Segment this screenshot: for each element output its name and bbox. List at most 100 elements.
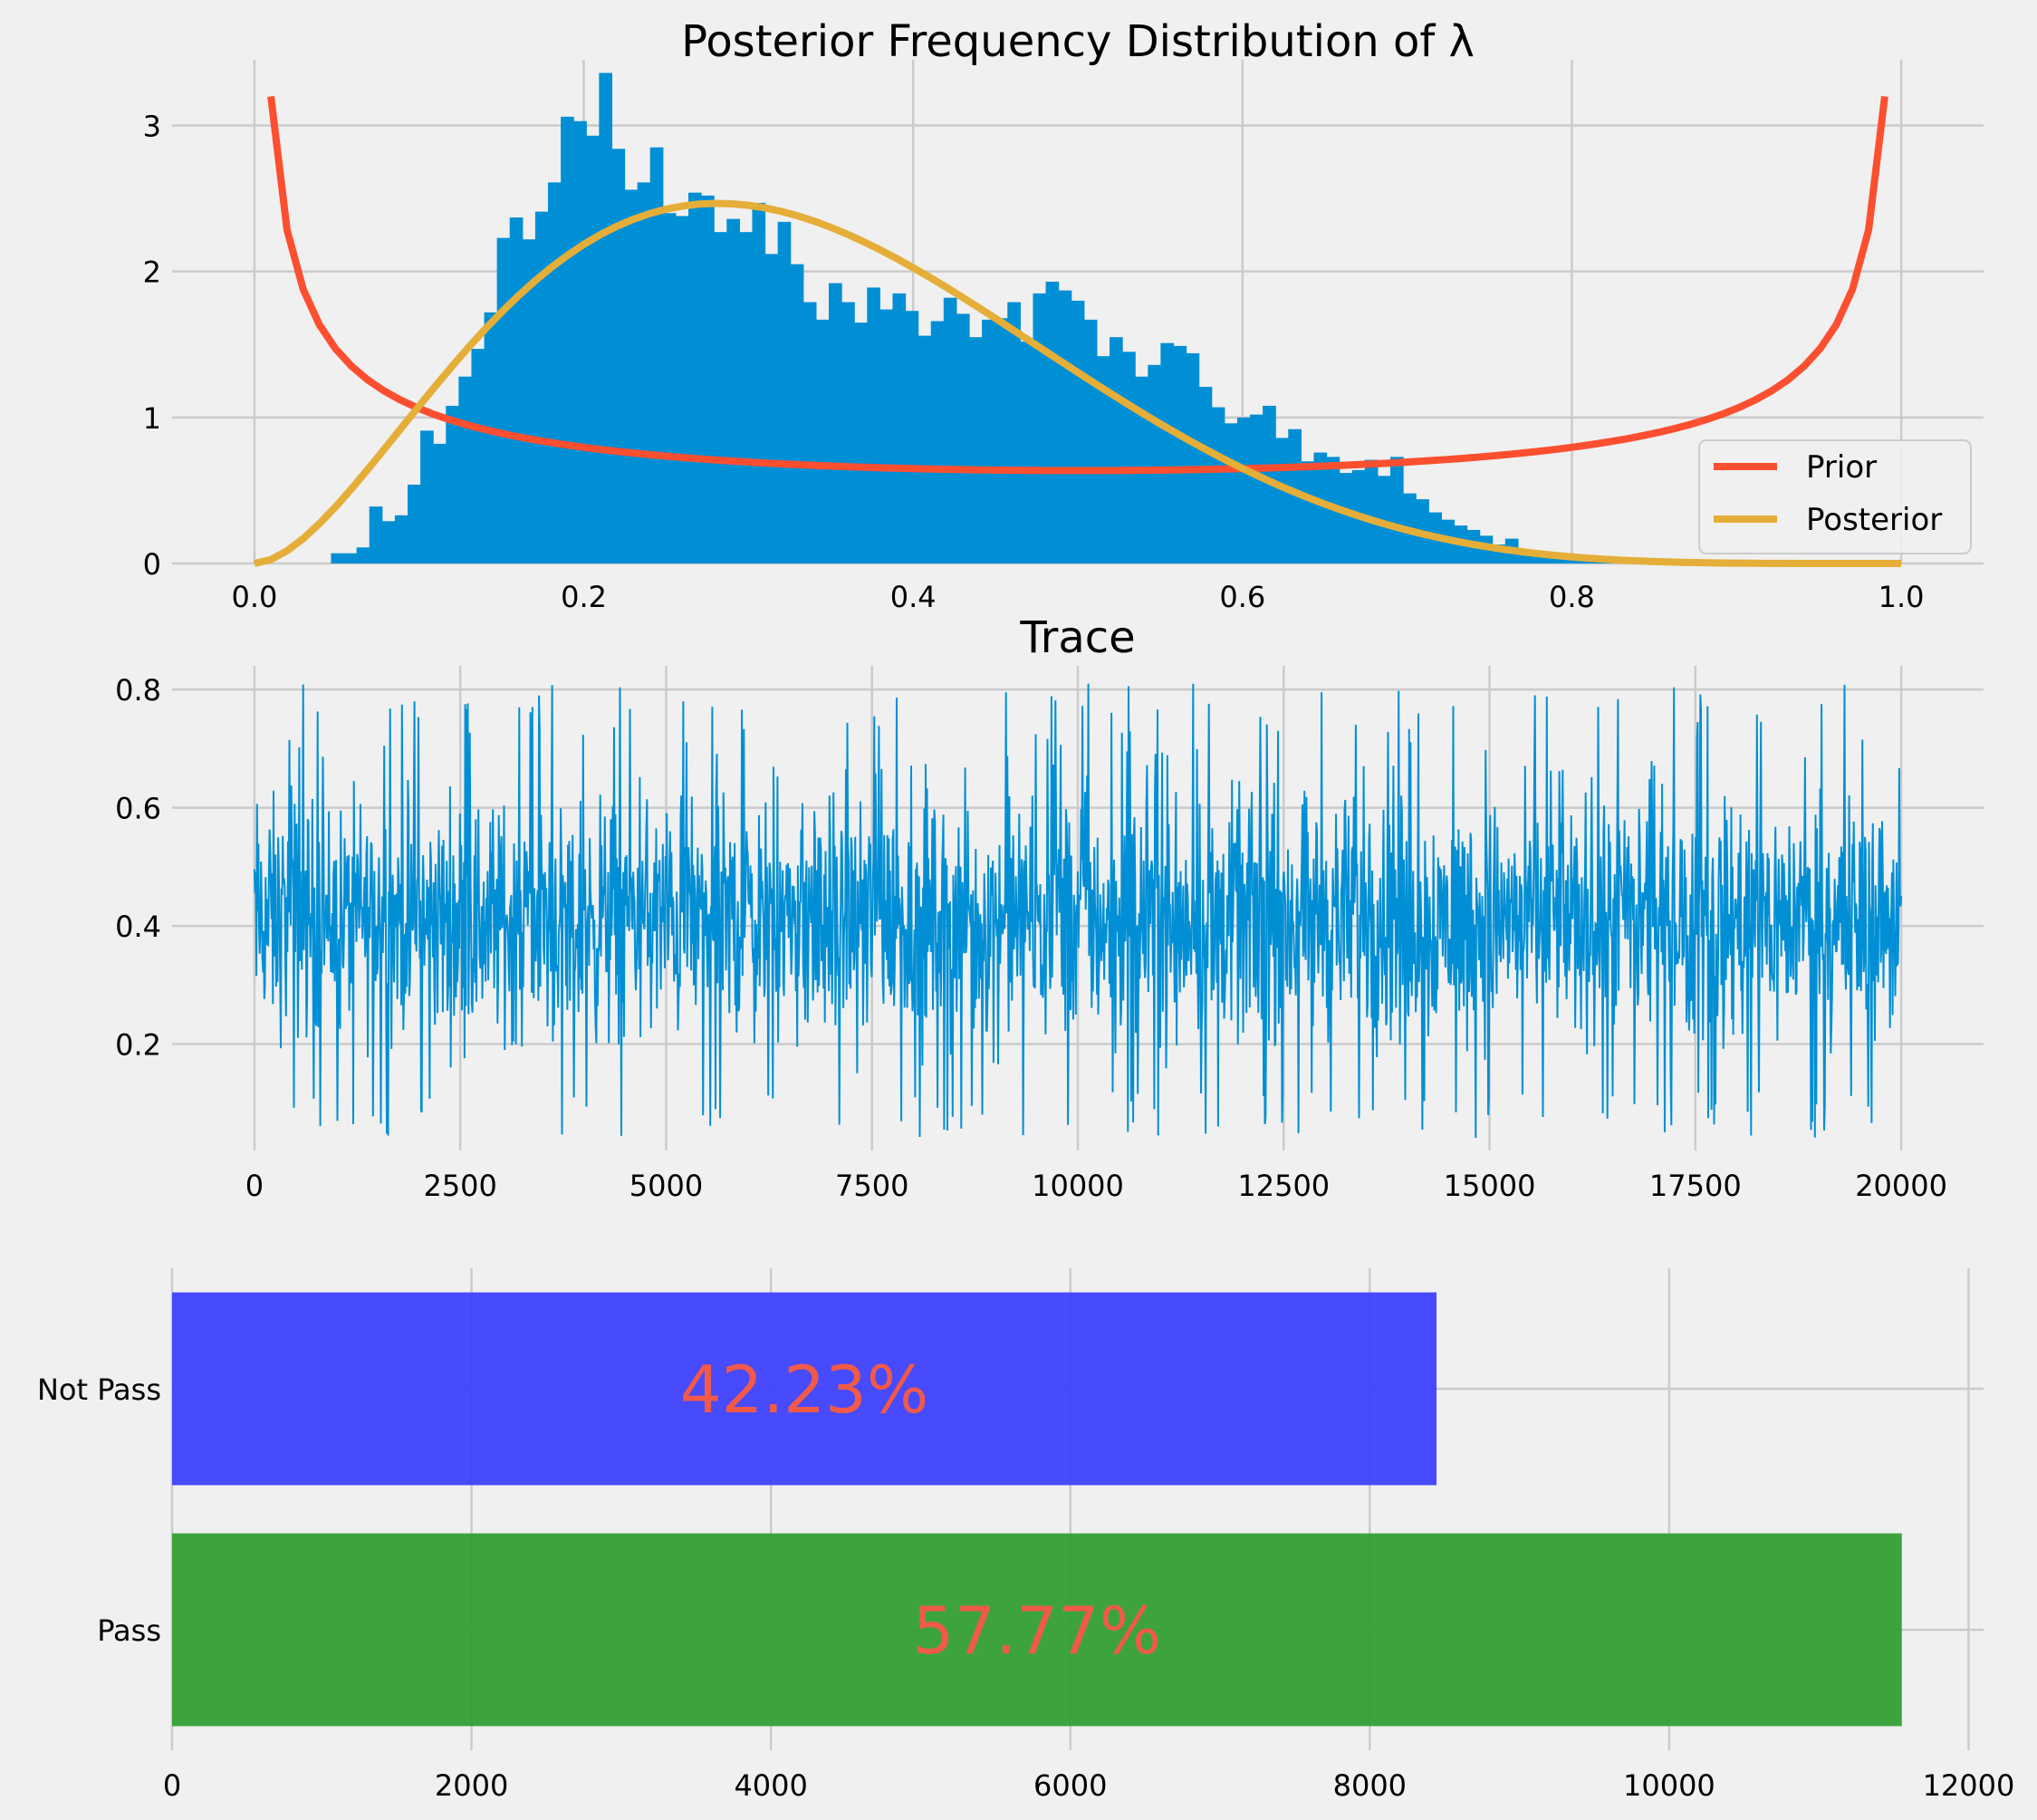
pass-category-labels: Pass Not Pass: [37, 1372, 161, 1648]
histogram-bar: [714, 232, 727, 563]
histogram-bar: [777, 221, 792, 563]
histogram-bar: [1581, 560, 1596, 563]
histogram-bar: [496, 237, 511, 563]
histogram-bar: [1198, 386, 1213, 563]
histogram-bar: [879, 309, 894, 563]
posterior-y-tick-label: 2: [143, 255, 161, 290]
pass-bar-chart: 0 2000 4000 6000 8000 10000 12000 Pass Not Pass…: [37, 1268, 2014, 1803]
data-label-pass: 57.77%: [913, 1593, 1162, 1669]
histogram-bar: [420, 430, 434, 563]
histogram-bar: [1339, 473, 1353, 563]
histogram-bar: [509, 217, 524, 563]
histogram-bar: [956, 313, 970, 563]
histogram-bar: [790, 264, 804, 563]
posterior-x-tick-label: 0.8: [1549, 580, 1595, 614]
legend-prior-label: Prior: [1806, 449, 1877, 486]
posterior-y-tick-label: 0: [143, 547, 161, 582]
posterior-x-tick-label: 0.4: [890, 580, 937, 614]
histogram-bar: [892, 293, 907, 563]
histogram-bar: [1186, 352, 1200, 563]
posterior-y-tick-label: 3: [143, 110, 161, 144]
histogram-bar: [624, 189, 639, 563]
pass-x-tick-label: 8000: [1333, 1768, 1407, 1803]
histogram-bar: [764, 254, 779, 563]
posterior-histogram-bars: [331, 72, 1647, 564]
trace-x-tick-label: 5000: [629, 1169, 703, 1203]
trace-x-tick-label: 17500: [1649, 1169, 1742, 1203]
bar-not-pass: [172, 1292, 1437, 1486]
pass-x-tick-label: 12000: [1923, 1768, 2015, 1803]
histogram-bar: [649, 147, 664, 563]
trace-x-tick-label: 15000: [1444, 1169, 1536, 1203]
histogram-bar: [969, 337, 983, 563]
histogram-bar: [943, 297, 957, 563]
pass-x-tick-label: 2000: [435, 1768, 508, 1803]
histogram-bar: [331, 553, 345, 563]
histogram-bar: [1173, 345, 1187, 563]
posterior-x-tick-label: 1.0: [1878, 580, 1925, 614]
pass-bars: [172, 1292, 1902, 1727]
trace-title: Trace: [1019, 612, 1135, 663]
bar-pass: [172, 1533, 1902, 1727]
histogram-bar: [381, 521, 396, 563]
histogram-bar: [1543, 557, 1557, 563]
prior-curve: [267, 95, 1888, 475]
posterior-x-tick-labels: 0.0 0.2 0.4 0.6 0.8 1.0: [231, 580, 1924, 614]
posterior-x-tick-label: 0.6: [1219, 580, 1265, 614]
histogram-bar: [752, 202, 766, 564]
histogram-bar: [548, 182, 562, 564]
pass-x-tick-label: 10000: [1623, 1768, 1715, 1803]
histogram-bar: [369, 506, 383, 563]
posterior-curve: [253, 199, 1902, 567]
trace-x-tick-label: 20000: [1855, 1169, 1947, 1203]
histogram-bar: [662, 213, 677, 563]
trace-y-tick-label: 0.6: [115, 792, 161, 826]
histogram-bar: [1250, 414, 1264, 563]
histogram-bar: [1556, 555, 1570, 563]
histogram-bar: [1211, 407, 1225, 563]
legend-posterior-label: Posterior: [1806, 502, 1942, 538]
histogram-bar: [867, 287, 880, 563]
histogram-bar: [1020, 342, 1034, 563]
histogram-bar: [1083, 319, 1098, 563]
pass-x-tick-label: 0: [163, 1768, 181, 1803]
histogram-bar: [1122, 351, 1136, 563]
histogram-bar: [1288, 429, 1302, 563]
trace-chart: 0 2500 5000 7500 10000 12500 15000 17500 20000 0…: [115, 612, 1984, 1203]
histogram-bar: [1096, 356, 1110, 563]
histogram-bar: [1007, 302, 1021, 563]
category-label-pass: Pass: [97, 1613, 161, 1648]
trace-line: [253, 683, 1903, 1139]
trace-y-tick-label: 0.8: [115, 673, 161, 708]
histogram-bar: [1071, 300, 1085, 563]
histogram-bar: [433, 443, 447, 563]
posterior-legend: Prior Posterior: [1698, 439, 1972, 554]
histogram-bar: [1377, 476, 1391, 563]
trace-x-tick-label: 7500: [835, 1169, 908, 1203]
histogram-bar: [688, 192, 702, 563]
histogram-bar: [1110, 337, 1123, 563]
histogram-bar: [815, 319, 830, 563]
pass-x-tick-label: 6000: [1033, 1768, 1107, 1803]
posterior-title: Posterior Frequency Distribution of λ: [681, 16, 1475, 67]
histogram-bar: [701, 195, 715, 563]
trace-y-tick-label: 0.2: [115, 1028, 161, 1063]
category-label-not-pass: Not Pass: [37, 1372, 161, 1407]
histogram-bar: [982, 319, 995, 563]
histogram-bar: [586, 135, 600, 563]
posterior-chart: 0.0 0.2 0.4 0.6 0.8 1.0 0 1 2 3 Posterior Freque…: [143, 16, 1984, 614]
histogram-bar: [408, 484, 421, 563]
histogram-bar: [446, 405, 459, 563]
histogram-bar: [1517, 554, 1532, 563]
histogram-bar: [522, 239, 536, 563]
histogram-bar: [1045, 281, 1060, 563]
trace-x-tick-label: 12500: [1237, 1169, 1330, 1203]
trace-y-tick-label: 0.4: [115, 910, 161, 944]
histogram-bar: [930, 321, 945, 563]
histogram-bar: [561, 116, 574, 563]
histogram-bar: [1301, 461, 1315, 563]
histogram-bar: [739, 232, 754, 563]
histogram-bar: [1058, 290, 1072, 563]
histogram-bar: [484, 312, 498, 563]
